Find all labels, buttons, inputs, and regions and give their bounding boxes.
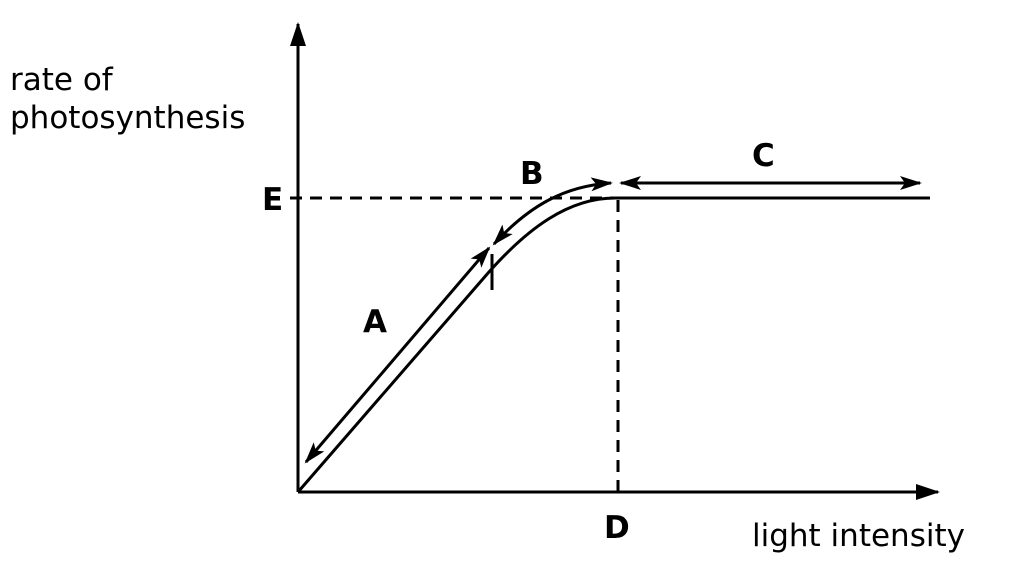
- arrow-b: [492, 177, 613, 246]
- label-b: B: [520, 156, 544, 192]
- label-e: E: [262, 182, 284, 218]
- arrow-a: [304, 246, 491, 464]
- photosynthesis-curve: [296, 196, 930, 493]
- label-d: D: [604, 510, 630, 546]
- label-a: A: [363, 304, 387, 340]
- label-c: C: [752, 138, 775, 174]
- y-axis-label-line1: rate of: [10, 62, 113, 98]
- y-axis-label-line2: photosynthesis: [10, 100, 246, 136]
- x-axis-label: light intensity: [752, 518, 965, 554]
